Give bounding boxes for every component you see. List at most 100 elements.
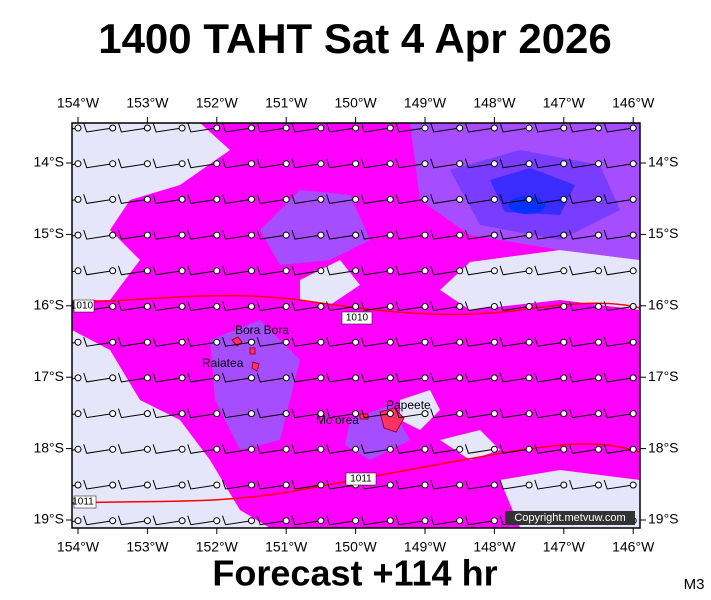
barb xyxy=(222,337,252,347)
barb xyxy=(603,372,634,383)
station xyxy=(74,124,82,132)
lon-label: 151°W xyxy=(265,95,308,111)
station xyxy=(282,374,290,382)
barb xyxy=(291,158,321,169)
station xyxy=(456,445,464,453)
station xyxy=(352,410,360,418)
station xyxy=(248,231,255,239)
barb xyxy=(326,479,356,490)
barb xyxy=(464,372,495,383)
barb xyxy=(152,444,183,454)
barb xyxy=(499,408,530,419)
barb xyxy=(395,123,426,133)
barb xyxy=(326,337,356,347)
station xyxy=(629,267,637,275)
place-label: Bora Bora xyxy=(235,323,289,337)
barb xyxy=(256,479,287,490)
barb xyxy=(256,515,287,526)
station xyxy=(595,160,602,168)
lat-label: 15°S xyxy=(33,225,64,241)
barb xyxy=(117,408,148,419)
model: M3 xyxy=(684,576,705,593)
station xyxy=(143,124,151,132)
isobar xyxy=(72,443,640,504)
station xyxy=(490,195,498,203)
barb xyxy=(395,158,426,169)
pale-area xyxy=(440,430,500,460)
station xyxy=(248,303,255,310)
barb xyxy=(256,301,287,312)
barb xyxy=(499,265,530,276)
barb xyxy=(187,265,217,276)
barb xyxy=(222,158,252,169)
station xyxy=(629,481,637,489)
station xyxy=(629,124,637,132)
barb xyxy=(395,479,426,490)
barb xyxy=(152,123,183,133)
barb xyxy=(360,337,391,347)
barb xyxy=(117,265,148,276)
station xyxy=(143,445,151,453)
isobar-label: 1011 xyxy=(350,474,372,485)
station xyxy=(213,303,221,310)
lon-label: 154°W xyxy=(57,539,100,555)
barb xyxy=(360,158,391,169)
barb xyxy=(395,194,426,204)
barb xyxy=(360,229,391,240)
station xyxy=(386,267,394,275)
station xyxy=(282,267,290,275)
barb xyxy=(117,515,148,526)
station xyxy=(178,481,186,489)
station xyxy=(143,481,151,489)
station xyxy=(421,517,429,525)
barb xyxy=(83,479,113,490)
station xyxy=(560,124,568,132)
barb xyxy=(360,265,391,276)
copyright-box xyxy=(505,511,635,525)
station xyxy=(560,445,568,453)
barb xyxy=(83,158,113,169)
low-area xyxy=(210,320,300,450)
barb xyxy=(534,444,564,454)
station xyxy=(490,231,498,239)
barb xyxy=(534,265,564,276)
barb xyxy=(395,265,426,276)
barb xyxy=(187,515,217,526)
barb xyxy=(291,229,321,240)
lat-label: 19°S xyxy=(33,511,64,527)
station xyxy=(109,160,117,168)
barb xyxy=(117,158,148,169)
barb xyxy=(464,408,495,419)
station xyxy=(109,410,117,418)
barb xyxy=(569,479,599,490)
barb xyxy=(464,194,495,204)
station xyxy=(421,231,429,239)
barb xyxy=(152,372,183,383)
station xyxy=(317,445,325,453)
low-core xyxy=(509,196,545,214)
station xyxy=(629,231,637,239)
isobar-label-box xyxy=(73,495,97,509)
barb xyxy=(222,301,252,312)
station xyxy=(352,124,360,132)
lat-label: 18°S xyxy=(33,439,64,455)
place-label: Papeete xyxy=(386,398,431,412)
station xyxy=(595,231,602,239)
barb xyxy=(222,265,252,276)
barb xyxy=(152,408,183,419)
station xyxy=(74,267,82,275)
barb xyxy=(395,301,426,312)
barb xyxy=(152,479,183,490)
station xyxy=(282,517,290,525)
station xyxy=(317,374,325,382)
barb xyxy=(187,337,217,347)
barb xyxy=(117,194,148,204)
barb xyxy=(569,229,599,240)
barb xyxy=(152,194,183,204)
station xyxy=(317,338,325,346)
station xyxy=(595,267,602,275)
barb xyxy=(430,265,460,276)
wind-barbs xyxy=(72,123,637,526)
station xyxy=(109,374,117,382)
station xyxy=(525,445,533,453)
